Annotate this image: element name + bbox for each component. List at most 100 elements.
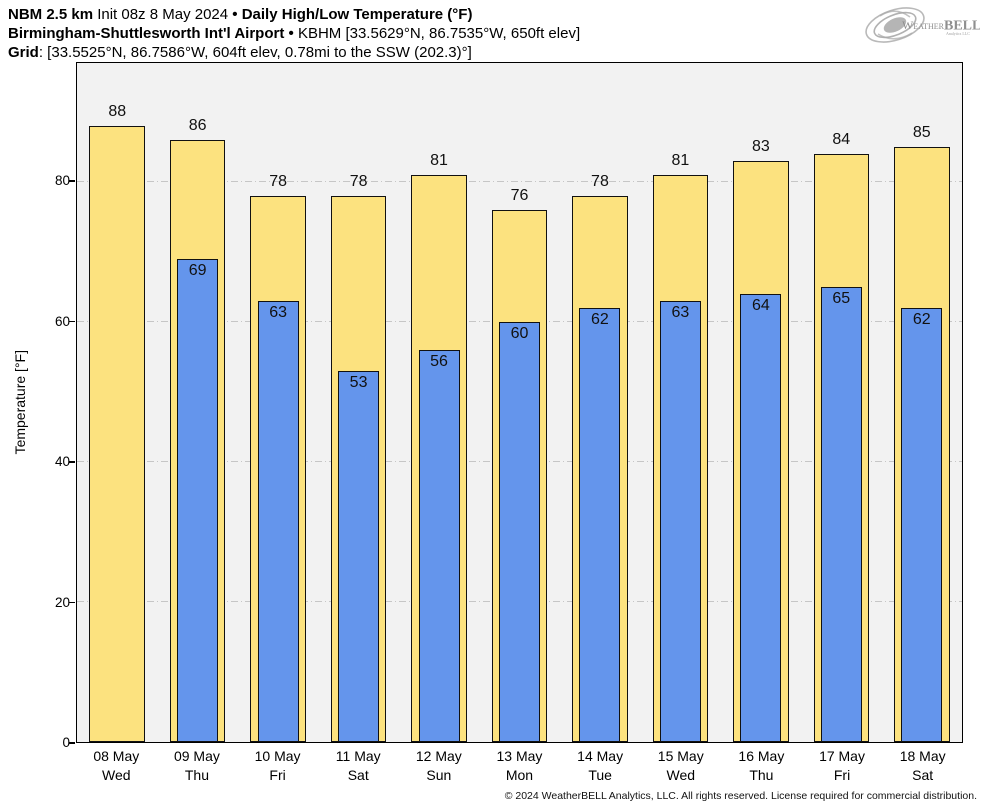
high-temp-value: 78 xyxy=(269,173,288,190)
high-temp-value: 76 xyxy=(510,187,529,204)
low-temp-value: 53 xyxy=(349,374,368,391)
grid-info: : [33.5525°N, 86.7586°W, 604ft elev, 0.7… xyxy=(38,44,472,61)
low-temp-value: 63 xyxy=(269,304,288,321)
header-line-2: Birmingham-Shuttlesworth Int'l Airport •… xyxy=(8,24,580,43)
high-temp-value: 84 xyxy=(832,131,851,148)
x-tick-label: 15 May Wed xyxy=(640,747,721,784)
bar-group: 86 69 xyxy=(157,63,237,742)
header-line-1: NBM 2.5 km Init 08z 8 May 2024 • Daily H… xyxy=(8,5,580,24)
bar-group: 81 63 xyxy=(640,63,720,742)
bullet-separator: • xyxy=(232,6,238,23)
x-tick-date: 11 May xyxy=(335,748,381,764)
high-temp-bar xyxy=(89,126,145,742)
low-temp-bar: 69 xyxy=(177,259,219,742)
x-tick-date: 14 May xyxy=(577,748,624,764)
x-tick-date: 15 May xyxy=(657,748,704,764)
x-tick-day: Sun xyxy=(426,766,452,783)
x-tick-date: 16 May xyxy=(738,748,785,764)
y-tick-mark xyxy=(69,320,75,323)
copyright-notice: © 2024 WeatherBELL Analytics, LLC. All r… xyxy=(504,790,977,802)
gridline xyxy=(77,181,962,182)
low-temp-value: 62 xyxy=(912,311,931,328)
bar-group: 85 62 xyxy=(882,63,962,742)
plot-area: 88 86 69 78 63 78 53 81 56 76 60 78 62 81 63 83 64 84 65 85… xyxy=(76,62,963,743)
x-tick-day: Sat xyxy=(912,766,934,783)
x-tick-date: 09 May xyxy=(173,748,220,764)
chart-header: NBM 2.5 km Init 08z 8 May 2024 • Daily H… xyxy=(8,5,580,62)
high-temp-value: 85 xyxy=(912,124,931,141)
y-tick-mark xyxy=(69,461,75,463)
y-tick-mark xyxy=(69,180,75,182)
logo-text-bell: BELL xyxy=(944,19,980,34)
station-name: Birmingham-Shuttlesworth Int'l Airport xyxy=(8,25,285,42)
x-tick-day: Thu xyxy=(749,766,774,783)
x-tick-day: Sat xyxy=(347,766,369,783)
bar-group: 76 60 xyxy=(479,63,559,742)
x-tick-label: 13 May Mon xyxy=(479,747,560,784)
product-title: Daily High/Low Temperature (°F) xyxy=(237,6,473,23)
grid-label: Grid xyxy=(8,44,39,61)
x-tick-label: 08 May Wed xyxy=(76,747,157,784)
x-tick-label: 11 May Sat xyxy=(318,747,399,784)
x-tick-label: 14 May Tue xyxy=(560,747,641,784)
low-temp-value: 63 xyxy=(671,304,690,321)
high-temp-value: 88 xyxy=(108,103,127,120)
x-tick-date: 17 May xyxy=(819,748,865,764)
logo-text-weather: Weather xyxy=(902,18,945,32)
x-tick-date: 12 May xyxy=(415,748,462,764)
bar-group: 81 56 xyxy=(399,63,479,742)
bar-group: 78 53 xyxy=(318,63,398,742)
bar-group: 83 64 xyxy=(721,63,801,742)
x-tick-day: Fri xyxy=(269,766,286,783)
x-tick-label: 12 May Sun xyxy=(399,747,480,784)
low-temp-bar: 53 xyxy=(338,371,380,742)
low-temp-bar: 62 xyxy=(901,308,943,742)
high-temp-value: 78 xyxy=(349,173,368,190)
x-tick-day: Tue xyxy=(588,766,612,783)
low-temp-bar: 64 xyxy=(740,294,782,742)
y-tick-label: 40 xyxy=(54,454,70,470)
weatherbell-logo: Weather BELL Analytics LLC xyxy=(862,2,981,48)
high-temp-value: 81 xyxy=(430,152,448,169)
header-line-3: Grid: [33.5525°N, 86.7586°W, 604ft elev,… xyxy=(8,43,580,62)
x-tick-label: 18 May Sat xyxy=(882,747,963,784)
low-temp-value: 56 xyxy=(430,353,448,370)
y-tick-mark xyxy=(69,742,75,744)
x-tick-label: 09 May Thu xyxy=(157,747,238,784)
x-tick-day: Fri xyxy=(833,766,851,783)
low-temp-bar: 60 xyxy=(498,322,540,742)
x-tick-day: Mon xyxy=(505,766,534,783)
x-tick-day: Thu xyxy=(184,766,209,783)
x-tick-label: 10 May Fri xyxy=(237,747,318,784)
x-tick-label: 17 May Fri xyxy=(802,747,883,784)
low-temp-value: 64 xyxy=(751,297,770,315)
bullet-separator: • xyxy=(288,25,294,42)
low-temp-value: 62 xyxy=(591,311,609,328)
low-temp-value: 69 xyxy=(188,262,207,279)
high-temp-value: 78 xyxy=(591,173,609,190)
low-temp-bar: 56 xyxy=(418,350,460,742)
x-tick-day: Wed xyxy=(102,766,131,783)
init-time: Init 08z 8 May 2024 xyxy=(93,6,233,23)
high-temp-value: 81 xyxy=(671,152,690,169)
x-tick-day: Wed xyxy=(666,766,696,783)
y-tick-label: 80 xyxy=(54,173,70,189)
y-tick-label: 0 xyxy=(62,735,70,750)
low-temp-value: 60 xyxy=(510,325,529,342)
bar-group: 88 xyxy=(77,63,157,742)
bar-group: 78 62 xyxy=(560,63,640,742)
x-tick-date: 08 May xyxy=(93,748,140,764)
low-temp-bar: 65 xyxy=(820,287,862,742)
low-temp-bar: 63 xyxy=(257,301,299,742)
y-tick-label: 20 xyxy=(54,594,70,610)
model-name: NBM 2.5 km xyxy=(8,6,94,23)
station-info: KBHM [33.5629°N, 86.7535°W, 650ft elev] xyxy=(293,25,581,42)
y-tick-mark xyxy=(69,601,75,604)
x-tick-label: 16 May Thu xyxy=(721,747,802,784)
x-tick-date: 18 May xyxy=(899,748,946,764)
x-tick-date: 10 May xyxy=(254,748,301,764)
y-tick-label: 60 xyxy=(54,313,70,329)
bar-group: 78 63 xyxy=(238,63,318,742)
x-tick-date: 13 May xyxy=(496,748,543,764)
